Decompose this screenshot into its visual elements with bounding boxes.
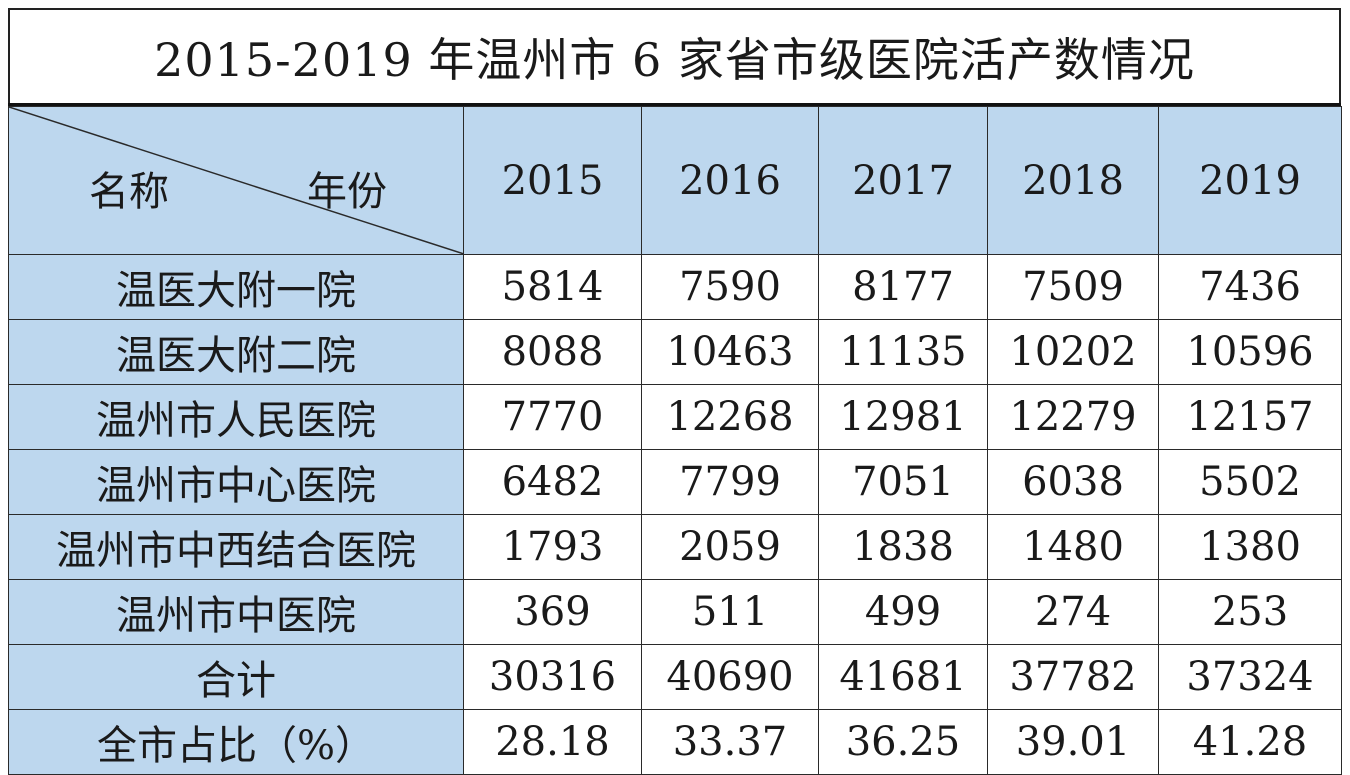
year-header-2015: 2015 <box>463 106 642 255</box>
value-cell-2017: 41681 <box>818 644 988 710</box>
value-cell-2017: 12981 <box>818 384 988 450</box>
value-cell-2019: 37324 <box>1158 644 1342 710</box>
value-cell-2019: 7436 <box>1158 254 1342 320</box>
row-label: 温医大附二院 <box>8 319 464 385</box>
value-cell-2016: 7590 <box>641 254 819 320</box>
year-header-2017: 2017 <box>818 106 988 255</box>
value-cell-2017: 11135 <box>818 319 988 385</box>
table-row: 温医大附二院 8088 10463 11135 10202 10596 <box>8 319 1342 385</box>
value-cell-2015: 6482 <box>463 449 642 515</box>
row-label: 温州市中医院 <box>8 579 464 645</box>
value-cell-2015: 1793 <box>463 514 642 580</box>
value-cell-2016: 33.37 <box>641 709 819 775</box>
value-cell-2017: 7051 <box>818 449 988 515</box>
value-cell-2018: 39.01 <box>987 709 1159 775</box>
year-header-2019: 2019 <box>1158 106 1342 255</box>
year-header-2016: 2016 <box>641 106 819 255</box>
row-label: 温州市中心医院 <box>8 449 464 515</box>
value-cell-2015: 369 <box>463 579 642 645</box>
row-label: 温州市人民医院 <box>8 384 464 450</box>
table-row: 温医大附一院 5814 7590 8177 7509 7436 <box>8 254 1342 320</box>
value-cell-2018: 6038 <box>987 449 1159 515</box>
table-row: 温州市中医院 369 511 499 274 253 <box>8 579 1342 645</box>
header-row: 名称 年份 2015 2016 2017 2018 2019 <box>8 106 1342 255</box>
value-cell-2017: 8177 <box>818 254 988 320</box>
value-cell-2015: 30316 <box>463 644 642 710</box>
table-title: 2015-2019 年温州市 6 家省市级医院活产数情况 <box>154 33 1195 87</box>
data-table: 名称 年份 2015 2016 2017 2018 2019 温医大附一院 581… <box>8 106 1342 775</box>
value-cell-2016: 12268 <box>641 384 819 450</box>
value-cell-2018: 37782 <box>987 644 1159 710</box>
row-label: 全市占比（%） <box>8 709 464 775</box>
corner-header-cell: 名称 年份 <box>8 106 464 255</box>
corner-label-name: 名称 <box>89 169 169 215</box>
table-row: 温州市中西结合医院 1793 2059 1838 1480 1380 <box>8 514 1342 580</box>
table-row: 合计 30316 40690 41681 37782 37324 <box>8 644 1342 710</box>
value-cell-2016: 7799 <box>641 449 819 515</box>
value-cell-2018: 1480 <box>987 514 1159 580</box>
value-cell-2019: 41.28 <box>1158 709 1342 775</box>
value-cell-2017: 36.25 <box>818 709 988 775</box>
value-cell-2018: 10202 <box>987 319 1159 385</box>
value-cell-2018: 7509 <box>987 254 1159 320</box>
value-cell-2016: 40690 <box>641 644 819 710</box>
value-cell-2018: 12279 <box>987 384 1159 450</box>
value-cell-2017: 499 <box>818 579 988 645</box>
value-cell-2015: 7770 <box>463 384 642 450</box>
row-label: 温州市中西结合医院 <box>8 514 464 580</box>
value-cell-2019: 12157 <box>1158 384 1342 450</box>
value-cell-2015: 28.18 <box>463 709 642 775</box>
value-cell-2016: 511 <box>641 579 819 645</box>
value-cell-2015: 8088 <box>463 319 642 385</box>
value-cell-2016: 10463 <box>641 319 819 385</box>
table-row: 温州市人民医院 7770 12268 12981 12279 12157 <box>8 384 1342 450</box>
value-cell-2019: 5502 <box>1158 449 1342 515</box>
table-row: 温州市中心医院 6482 7799 7051 6038 5502 <box>8 449 1342 515</box>
row-label: 合计 <box>8 644 464 710</box>
value-cell-2015: 5814 <box>463 254 642 320</box>
title-divider <box>8 103 1341 106</box>
corner-label-year: 年份 <box>307 169 387 215</box>
value-cell-2019: 1380 <box>1158 514 1342 580</box>
value-cell-2017: 1838 <box>818 514 988 580</box>
table-body: 温医大附一院 5814 7590 8177 7509 7436 温医大附二院 8088 1046… <box>8 254 1342 775</box>
value-cell-2019: 10596 <box>1158 319 1342 385</box>
corner-diagonal-line <box>9 107 463 254</box>
value-cell-2018: 274 <box>987 579 1159 645</box>
year-header-2018: 2018 <box>987 106 1159 255</box>
row-label: 温医大附一院 <box>8 254 464 320</box>
value-cell-2019: 253 <box>1158 579 1342 645</box>
value-cell-2016: 2059 <box>641 514 819 580</box>
table-row: 全市占比（%） 28.18 33.37 36.25 39.01 41.28 <box>8 709 1342 775</box>
